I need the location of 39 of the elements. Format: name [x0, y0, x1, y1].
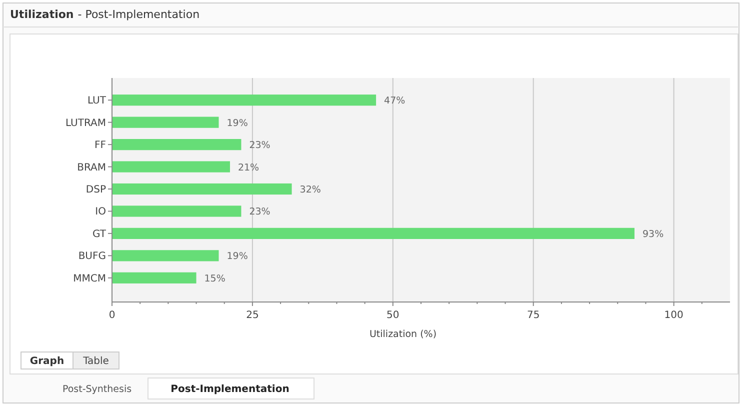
bar: [112, 183, 292, 195]
text: Post-Implementation: [170, 384, 290, 395]
y-tick-label: BRAM: [77, 162, 106, 174]
text: Table: [82, 356, 109, 367]
data-label: 47%: [384, 96, 406, 107]
y-tick-label: LUT: [87, 96, 107, 107]
chart-title: Utilization: [10, 8, 74, 21]
bar: [112, 228, 634, 239]
x-tick-label: 0: [108, 310, 116, 321]
bar: [112, 161, 230, 172]
data-label: 21%: [238, 162, 260, 174]
bar: [112, 272, 196, 284]
y-tick-label: BUFG: [78, 251, 106, 262]
y-tick-label: DSP: [86, 184, 106, 196]
y-tick-label: IO: [95, 206, 106, 218]
y-tick-label: GT: [92, 228, 107, 240]
data-label: 23%: [249, 206, 270, 218]
data-label: 32%: [300, 184, 321, 196]
data-label: 15%: [204, 273, 226, 284]
y-tick-label: FF: [94, 140, 106, 152]
x-tick-label: 100: [664, 310, 684, 321]
bar: [112, 139, 242, 150]
data-label: 93%: [642, 228, 664, 240]
data-label: 19%: [226, 251, 248, 262]
text: Post-Synthesis: [62, 384, 132, 395]
bar: [112, 206, 242, 217]
x-tick-label: 75: [526, 310, 540, 321]
bar: [112, 94, 376, 106]
x-axis-title: Utilization (%): [369, 329, 437, 340]
data-label: 19%: [226, 118, 248, 129]
chart-subtitle: - Post-Implementation: [78, 8, 200, 21]
x-tick-label: 25: [246, 310, 259, 321]
y-tick-label: LUTRAM: [65, 118, 106, 129]
x-tick-label: 50: [386, 310, 400, 321]
data-label: 23%: [249, 140, 270, 152]
bar: [112, 250, 219, 262]
text: Graph: [30, 356, 64, 367]
bar: [112, 116, 219, 128]
y-tick-label: MMCM: [73, 273, 106, 284]
